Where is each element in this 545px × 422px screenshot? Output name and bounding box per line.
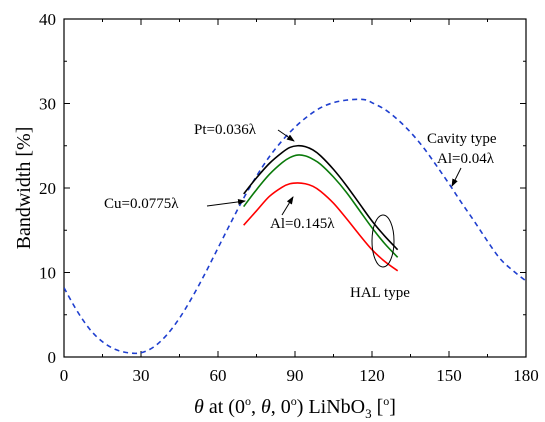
annotation-cavity-type: Cavity type [427,131,497,147]
series-line-cu-0-0775 [243,154,399,258]
x-tick-label: 60 [210,366,227,385]
y-axis-title: Bandwidth [%] [13,127,35,250]
annotation-pt-arrow [277,129,295,142]
annotation-al-cavity-arrow [451,167,462,187]
x-axis-part3: , 0 [271,396,291,418]
y-tick-label: 10 [39,264,56,283]
annotation-hal-type: HAL type [350,285,410,301]
x-axis-part2: , [251,396,261,418]
y-tick-labels: 0 10 20 30 40 [39,10,56,367]
x-axis-part5: [ [372,396,384,418]
x-axis-part6: ] [389,396,396,418]
series-line-al-0-04 [64,98,526,355]
series-line-al-0-145 [243,182,399,272]
annotation-al-hal: Al=0.145λ [270,216,335,232]
series-layer [64,98,526,355]
y-tick-label: 20 [39,179,56,198]
plot-frame [63,18,527,358]
annotation-al-cavity: Al=0.04λ [437,151,495,167]
x-tick-label: 30 [133,366,150,385]
y-tick-label: 0 [48,348,57,367]
series-line-pt-0-036 [243,144,399,251]
x-axis-sup1: o [245,394,251,408]
x-tick-label: 150 [436,366,462,385]
annotation-pt: Pt=0.036λ [194,122,257,138]
x-tick-label: 120 [359,366,385,385]
annotation-al-hal-arrow [281,196,294,216]
x-axis-sub: 3 [365,406,372,421]
x-axis-theta: θ [194,396,204,418]
x-axis-sup2: o [291,394,297,408]
y-tick-label: 30 [39,95,56,114]
x-axis-sup3: o [383,394,389,408]
hal-type-ellipse [371,214,395,268]
x-axis-part4: ) LiNbO [297,396,365,418]
y-tick-label: 40 [39,10,56,29]
x-axis-title: θ at (0o, θ, 0o) LiNbO3 [o] [194,394,396,421]
axis-ticks [63,18,527,358]
annotation-cu-arrow [206,198,246,207]
x-axis-part1: at (0 [204,396,245,418]
x-tick-labels: 0 30 60 90 120 150 180 [60,366,539,385]
x-tick-label: 0 [60,366,69,385]
x-tick-label: 180 [513,366,539,385]
x-tick-label: 90 [287,366,304,385]
x-axis-theta2: θ [261,396,271,418]
annotation-cu: Cu=0.0775λ [104,196,179,212]
